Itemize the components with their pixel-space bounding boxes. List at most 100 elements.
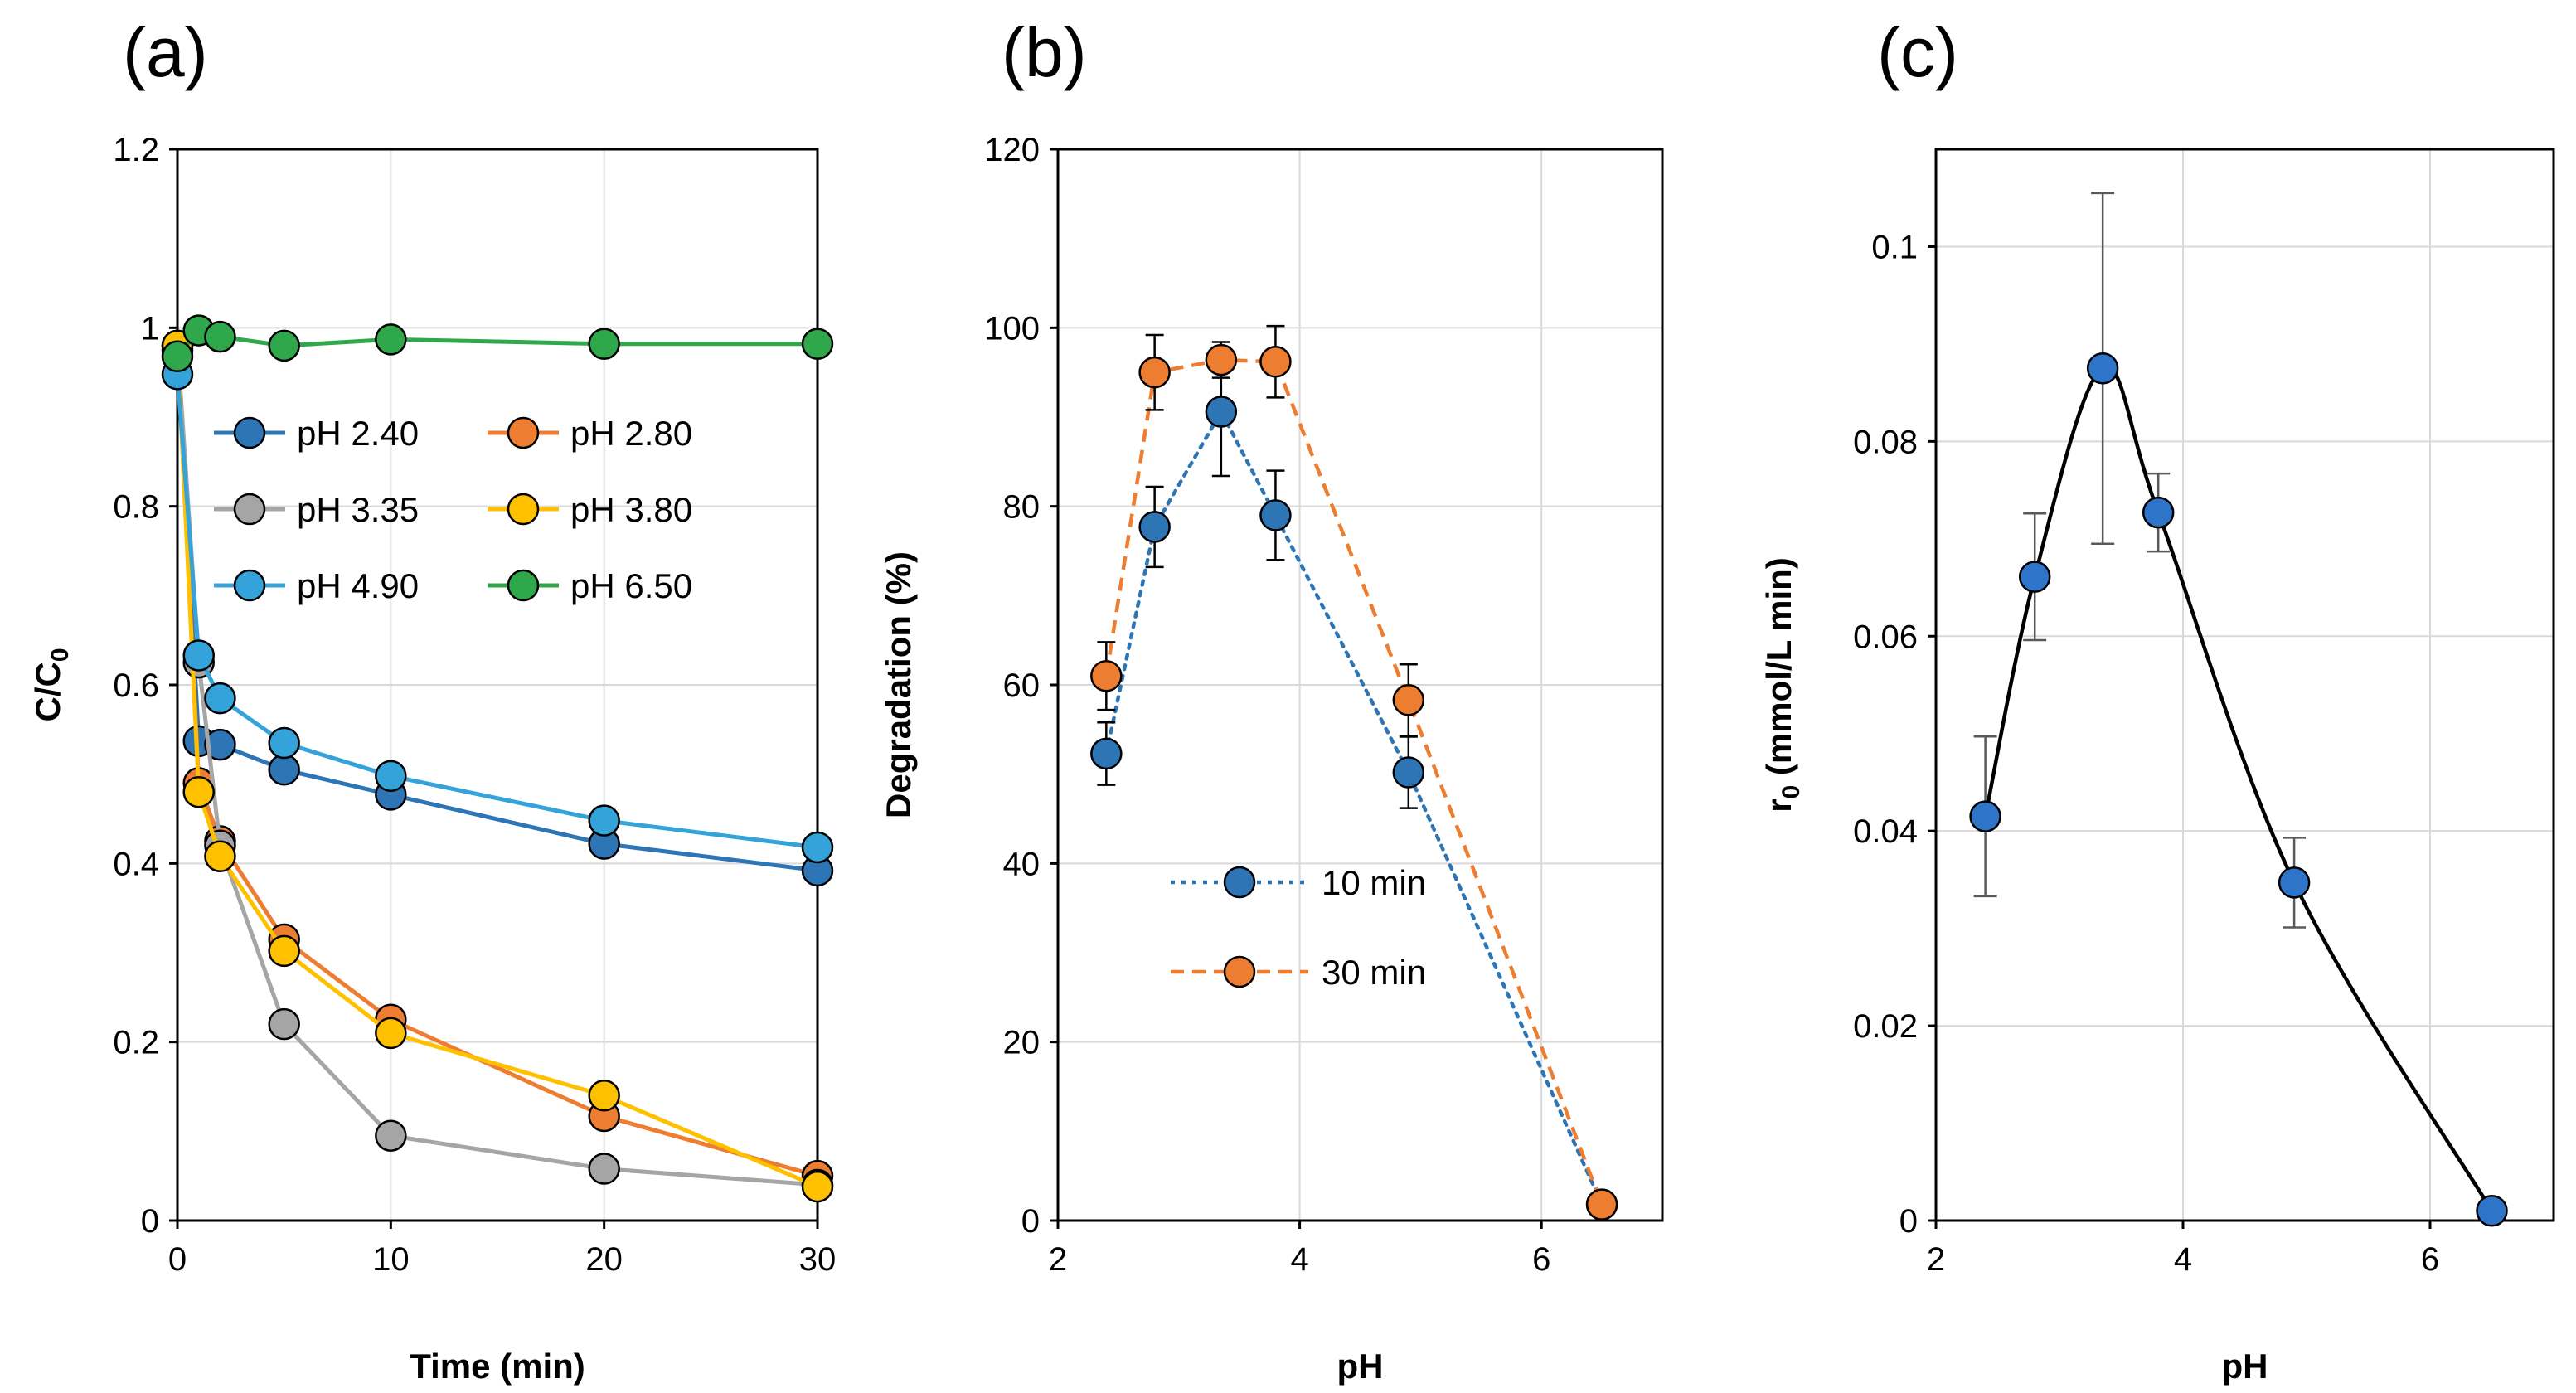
y-tick-label: 0.8 xyxy=(113,489,159,526)
y-tick-label: 120 xyxy=(984,132,1040,168)
series-line-ph-2-40 xyxy=(175,350,818,873)
data-point-10-min xyxy=(1392,756,1425,789)
data-point-r0 xyxy=(1969,800,2001,832)
y-tick-label: 100 xyxy=(984,310,1040,347)
y-tick-label: 0.04 xyxy=(1853,813,1918,850)
data-point-ph-3-80 xyxy=(182,775,215,808)
data-point-r0 xyxy=(2086,352,2119,385)
data-point-ph-3-80 xyxy=(204,840,236,872)
y-axis-title: r0 (mmol/L min) xyxy=(1759,557,1805,813)
panel-b-label: (b) xyxy=(1002,13,1087,91)
y-tick-label: 0.1 xyxy=(1871,229,1918,265)
x-tick-label: 0 xyxy=(168,1241,187,1278)
data-point-ph-2-40 xyxy=(268,754,300,786)
y-tick-label: 40 xyxy=(1003,846,1041,882)
legend-label-ph-6-50: pH 6.50 xyxy=(570,566,692,605)
y-tick-label: 0 xyxy=(1899,1203,1918,1240)
x-tick-label: 4 xyxy=(1290,1241,1308,1278)
panel-a: (a) 0 10 20 30 0 0.2 0.4 0.6 0.8 1 1.2 Time (min) C/… xyxy=(28,13,836,1386)
x-tick-label: 6 xyxy=(2421,1241,2439,1278)
data-point-ph-3-80 xyxy=(588,1080,620,1112)
data-point-10-min xyxy=(1090,737,1123,770)
series-line-30-min xyxy=(1104,357,1604,1206)
panel-c: (c) 2 4 6 0 0.02 0.04 0.06 0.08 0.1 pH r0 (mmol/L … xyxy=(1759,13,2555,1386)
legend-label-ph-3-80: pH 3.80 xyxy=(570,490,692,529)
x-tick-label: 10 xyxy=(372,1241,410,1278)
y-tick-label: 80 xyxy=(1003,489,1041,526)
series-10-min xyxy=(1090,346,1618,1221)
series-30-min xyxy=(1090,324,1618,1221)
y-axis-title: C/C0 xyxy=(28,648,74,721)
data-point-ph-3-35 xyxy=(375,1119,407,1152)
y-tick-label: 0 xyxy=(1021,1203,1040,1240)
plot-frame xyxy=(1934,148,2555,1222)
series-ph-2-40 xyxy=(161,334,834,887)
data-point-ph-4-90 xyxy=(268,726,300,760)
y-tick-label: 1.2 xyxy=(113,132,159,168)
data-point-r0 xyxy=(2018,561,2051,593)
data-point-30-min xyxy=(1138,356,1171,389)
data-point-30-min xyxy=(1259,345,1292,378)
x-axis-title: pH xyxy=(2222,1347,2268,1386)
data-point-ph-3-35 xyxy=(268,1007,300,1041)
data-point-ph-4-90 xyxy=(204,682,236,715)
x-tick-label: 30 xyxy=(799,1241,837,1278)
legend-b: 10 min 30 min xyxy=(1171,863,1426,992)
data-point-ph-4-90 xyxy=(801,831,834,864)
y-tick-label: 0.2 xyxy=(113,1025,159,1061)
series-ph-6-50 xyxy=(161,314,834,373)
y-tick-label: 60 xyxy=(1003,667,1041,704)
series-ph-4-90 xyxy=(161,358,834,864)
data-point-ph-6-50 xyxy=(204,320,236,353)
data-point-30-min xyxy=(1090,659,1123,692)
y-axis-title: Degradation (%) xyxy=(879,551,918,818)
series-line-10-min xyxy=(1104,407,1604,1206)
legend-marker-ph-3-80 xyxy=(507,493,540,526)
x-axis-title: pH xyxy=(1337,1347,1384,1386)
data-point-ph-3-80 xyxy=(268,934,300,968)
data-point-ph-6-50 xyxy=(375,323,407,356)
y-tick-label: 20 xyxy=(1003,1025,1041,1061)
y-tick-label: 0.6 xyxy=(113,667,159,704)
data-point-10-min xyxy=(1259,499,1292,531)
y-tick-label: 0.4 xyxy=(113,846,159,882)
legend-label-ph-2-40: pH 2.40 xyxy=(297,414,419,453)
y-tick-label: 0 xyxy=(141,1203,159,1240)
panel-a-label: (a) xyxy=(123,13,208,91)
legend-a: pH 2.40 pH 2.80 pH 3.35 pH 3.80 pH 4.90 pH 6.… xyxy=(214,414,692,605)
legend-marker-ph-3-35 xyxy=(233,493,266,526)
data-point-r0 xyxy=(2278,866,2311,899)
x-tick-label: 6 xyxy=(1532,1241,1550,1278)
data-point-ph-2-40 xyxy=(204,728,236,761)
x-tick-label: 2 xyxy=(1927,1241,1945,1278)
legend-label-30-min: 30 min xyxy=(1322,953,1426,992)
data-point-ph-3-35 xyxy=(588,1153,620,1185)
x-axis-title: Time (min) xyxy=(410,1347,585,1386)
data-point-r0 xyxy=(2476,1195,2508,1227)
data-point-10-min xyxy=(1205,396,1238,428)
legend-label-ph-2-80: pH 2.80 xyxy=(570,414,692,453)
legend-label-ph-3-35: pH 3.35 xyxy=(297,490,419,529)
legend-marker-ph-2-40 xyxy=(233,416,266,449)
data-point-ph-6-50 xyxy=(588,328,620,360)
data-point-30-min xyxy=(1585,1188,1618,1221)
legend-label-ph-4-90: pH 4.90 xyxy=(297,566,419,605)
data-point-ph-6-50 xyxy=(268,329,300,362)
data-point-30-min xyxy=(1392,684,1425,716)
data-point-ph-3-80 xyxy=(375,1017,407,1050)
series-ph-3-80 xyxy=(161,329,834,1203)
y-tick-label: 0.06 xyxy=(1853,619,1918,655)
data-point-ph-4-90 xyxy=(182,639,215,672)
data-point-10-min xyxy=(1138,511,1171,543)
y-tick-label: 0.08 xyxy=(1853,424,1918,460)
legend-marker-ph-6-50 xyxy=(507,569,540,602)
legend-marker-10-min xyxy=(1223,866,1256,899)
data-point-r0 xyxy=(2142,496,2175,529)
data-point-ph-3-80 xyxy=(801,1170,834,1203)
legend-label-10-min: 10 min xyxy=(1322,863,1426,902)
data-point-ph-4-90 xyxy=(375,760,407,793)
y-tick-label: 0.02 xyxy=(1853,1008,1918,1045)
series-line-r0 xyxy=(1983,365,2494,1212)
